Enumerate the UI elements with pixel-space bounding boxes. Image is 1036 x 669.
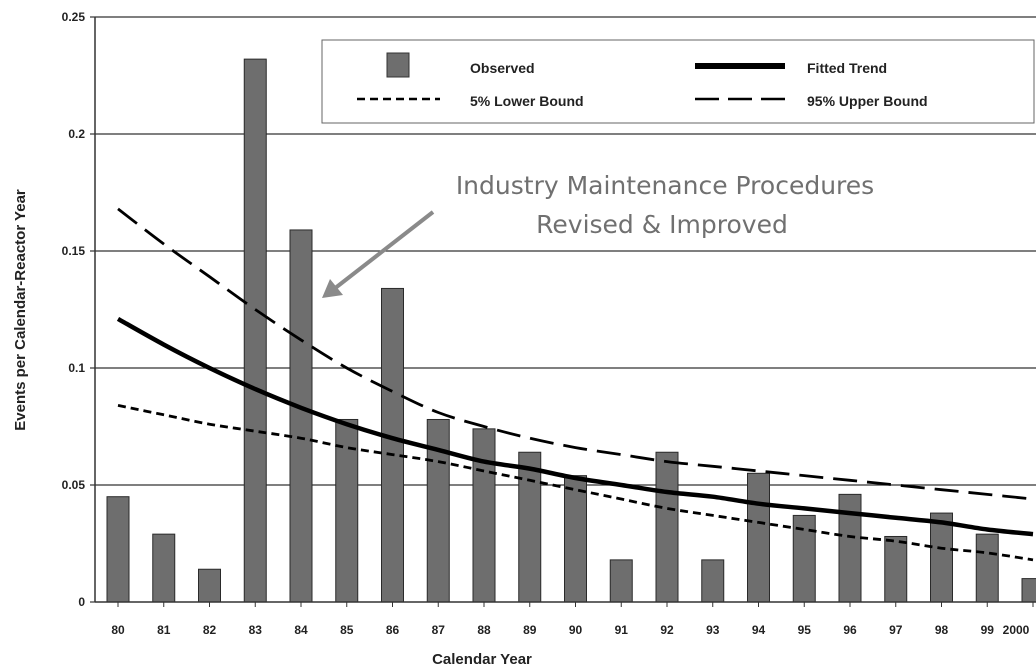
line-long-dash	[117, 207, 1034, 501]
bar-93	[701, 559, 725, 603]
x-tick-label-80: 80	[111, 623, 125, 637]
y-tick-label-2: 0.1	[68, 361, 85, 375]
legend-fitted-label: Fitted Trend	[807, 60, 887, 76]
legend-observed-swatch	[386, 52, 410, 78]
bar-82	[198, 568, 221, 603]
annotation-line-1: Industry Maintenance Procedures	[456, 171, 874, 200]
annotation-arrow-shaft	[332, 210, 435, 291]
bar-90	[564, 475, 587, 603]
legend-lower-label: 5% Lower Bound	[470, 93, 584, 109]
annotation: Industry Maintenance Procedures Revised …	[322, 171, 874, 298]
bar-91	[609, 559, 633, 603]
x-tick-label-93: 93	[706, 623, 720, 637]
x-tick-label-85: 85	[340, 623, 354, 637]
y-tick-label-0: 0	[78, 595, 85, 609]
x-tick-label-82: 82	[203, 623, 217, 637]
legend: Observed Fitted Trend 5% Lower Bound 95%…	[321, 39, 1035, 124]
line-solid	[116, 316, 1034, 537]
x-axis-title: Calendar Year	[432, 651, 532, 668]
x-tick-label-90: 90	[569, 623, 583, 637]
y-tick-label-3: 0.15	[62, 244, 86, 258]
x-tick-label-89: 89	[523, 623, 537, 637]
bar-86	[381, 287, 404, 603]
x-tick-label-97: 97	[889, 623, 903, 637]
bar-89	[518, 451, 542, 603]
bar-80	[106, 496, 130, 603]
x-tick-label-84: 84	[294, 623, 308, 637]
bar-83	[243, 58, 267, 603]
legend-upper-label: 95% Upper Bound	[807, 93, 928, 109]
x-axis-ticks: 80 81 82 83 84 85 86 87 88 89 90 91 92 93 94 95 96 97 98 99…	[111, 602, 1034, 637]
annotation-arrow-head	[322, 279, 343, 298]
observed-bars	[106, 58, 1036, 603]
legend-observed-label: Observed	[470, 60, 535, 76]
y-tick-label-4: 0.2	[68, 127, 85, 141]
trend-lines	[116, 207, 1034, 562]
x-tick-label-98: 98	[935, 623, 949, 637]
legend-box	[321, 39, 1035, 124]
bar-84	[289, 229, 313, 603]
bar-2000	[1021, 578, 1036, 603]
bar-92	[655, 451, 679, 603]
x-tick-label-86: 86	[386, 623, 400, 637]
y-tick-label-5: 0.25	[62, 10, 86, 24]
x-tick-label-88: 88	[477, 623, 491, 637]
bar-98	[930, 512, 953, 603]
y-axis-ticks: 0 0.05 0.1 0.15 0.2 0.25	[62, 10, 95, 609]
bar-99	[975, 533, 999, 603]
annotation-line-2: Revised & Improved	[536, 210, 788, 239]
x-tick-label-87: 87	[432, 623, 446, 637]
bar-88	[472, 428, 496, 603]
x-tick-label-95: 95	[798, 623, 812, 637]
x-tick-label-92: 92	[660, 623, 674, 637]
x-tick-label-81: 81	[157, 623, 171, 637]
x-tick-label-96: 96	[843, 623, 857, 637]
y-axis-title: Events per Calendar-Reactor Year	[12, 189, 29, 431]
x-tick-label-94: 94	[752, 623, 766, 637]
bar-94	[747, 472, 770, 603]
x-tick-label-91: 91	[615, 623, 629, 637]
bar-81	[152, 533, 176, 603]
x-tick-label-83: 83	[249, 623, 263, 637]
bar-97	[884, 535, 908, 603]
x-tick-label-99: 99	[981, 623, 995, 637]
y-tick-label-1: 0.05	[62, 478, 86, 492]
x-tick-label-2000: 2000	[1003, 623, 1030, 637]
